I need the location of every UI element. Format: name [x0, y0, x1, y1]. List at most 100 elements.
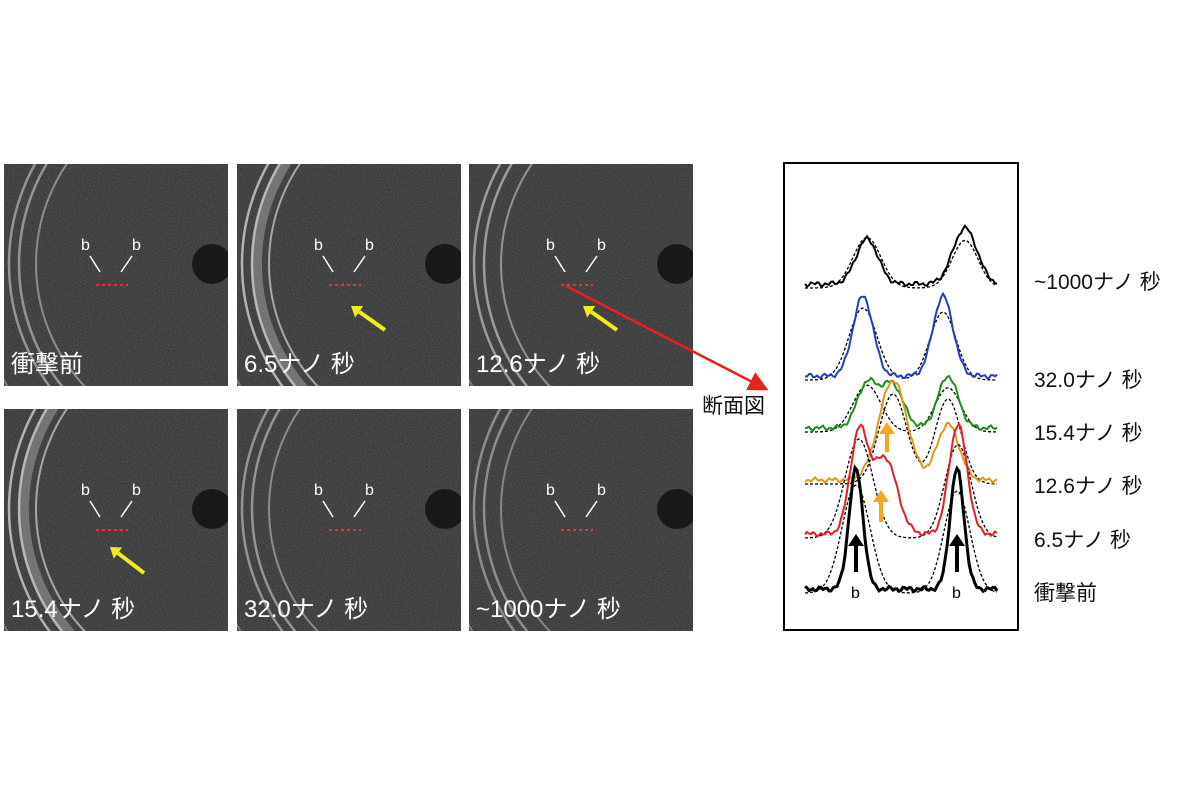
cross-section-label: 断面図	[702, 395, 765, 418]
diffraction-ring	[482, 409, 529, 631]
yellow-arrow-head	[110, 547, 123, 559]
peak-label-b: b	[851, 585, 860, 602]
orange-arrow-head	[873, 490, 889, 502]
peak-leader-line	[120, 255, 133, 273]
diffraction-ring	[7, 164, 51, 386]
peak-leader-line	[89, 500, 101, 518]
peak-leader-line	[353, 500, 366, 518]
diffraction-ring	[472, 409, 516, 631]
diffraction-ring	[472, 164, 516, 386]
diffraction-ring	[240, 409, 284, 631]
profile-label: 32.0ナノ 秒	[1034, 369, 1143, 392]
peak-label-b: b	[81, 482, 90, 499]
peak-label-b: b	[365, 237, 374, 254]
peak-label-b: b	[546, 237, 555, 254]
diffraction-ring-diffuse	[252, 164, 308, 386]
profile-curve	[804, 374, 998, 432]
profile-label: 12.6ナノ 秒	[1034, 475, 1143, 498]
diffraction-ring	[250, 409, 297, 631]
diffraction-ring-diffuse	[19, 409, 75, 631]
peak-label-b: b	[132, 482, 141, 499]
peak-leader-line	[353, 255, 366, 273]
profile-label: 6.5ナノ 秒	[1034, 529, 1131, 552]
diffraction-ring	[17, 164, 64, 386]
peak-leader-line	[322, 500, 334, 518]
speckle-noise	[237, 409, 461, 631]
fit-curve	[805, 438, 998, 539]
diffraction-ring	[268, 409, 319, 631]
black-arrow-head	[848, 534, 864, 546]
peak-leader-line	[585, 255, 598, 273]
peak-label-b: b	[546, 482, 555, 499]
panel-label: ~1000ナノ 秒	[476, 596, 621, 623]
panel-label: 衝撃前	[11, 351, 83, 378]
yellow-arrow-head	[351, 306, 364, 318]
beam-stop	[425, 489, 461, 529]
beam-stop	[657, 489, 693, 529]
diffraction-ring	[7, 409, 51, 631]
fit-curve	[805, 236, 998, 289]
yellow-arrow	[116, 551, 146, 575]
fit-curve	[804, 484, 998, 594]
peak-leader-line	[89, 255, 101, 273]
diffraction-panel-12-6ns: b b 12.6ナノ 秒	[469, 164, 693, 386]
black-arrow-head	[949, 534, 965, 546]
panel-label: 32.0ナノ 秒	[244, 596, 369, 623]
beam-stop	[192, 489, 228, 529]
speckle-noise	[4, 164, 228, 386]
diffraction-ring	[268, 164, 319, 386]
orange-arrow-head	[879, 422, 895, 434]
peak-leader-line	[585, 500, 598, 518]
peak-label-b: b	[365, 482, 374, 499]
profile-curve	[804, 224, 998, 288]
peak-label-b: b	[314, 237, 323, 254]
panel-label: 6.5ナノ 秒	[244, 351, 355, 378]
peak-leader-line	[120, 500, 133, 518]
speckle-noise	[237, 164, 461, 386]
diffraction-ring	[250, 164, 297, 386]
peak-label-b: b	[132, 237, 141, 254]
peak-leader-line	[554, 255, 566, 273]
diffraction-ring	[35, 409, 86, 631]
speckle-noise	[4, 409, 228, 631]
peak-label-b: b	[81, 237, 90, 254]
diffraction-ring	[500, 409, 551, 631]
profile-curve	[804, 422, 998, 538]
diffraction-ring	[35, 164, 86, 386]
profile-curve	[804, 379, 998, 485]
panel-label: 15.4ナノ 秒	[11, 596, 136, 623]
beam-stop	[657, 244, 693, 284]
peak-label-b: b	[952, 585, 961, 602]
profile-label: 衝撃前	[1034, 582, 1097, 605]
peak-label-b: b	[314, 482, 323, 499]
panel-label: 12.6ナノ 秒	[476, 351, 601, 378]
peak-label-b: b	[597, 482, 606, 499]
beam-stop	[425, 244, 461, 284]
profile-curve	[804, 464, 999, 594]
peak-leader-line	[554, 500, 566, 518]
diffraction-ring	[482, 164, 529, 386]
profile-label: 15.4ナノ 秒	[1034, 422, 1143, 445]
profile-curve	[804, 291, 998, 380]
diffraction-ring	[500, 164, 551, 386]
yellow-arrow	[358, 310, 387, 332]
fit-curve	[805, 307, 997, 381]
diffraction-ring	[240, 164, 284, 386]
peak-label-b: b	[597, 237, 606, 254]
diffraction-ring	[17, 409, 64, 631]
speckle-noise	[469, 409, 693, 631]
